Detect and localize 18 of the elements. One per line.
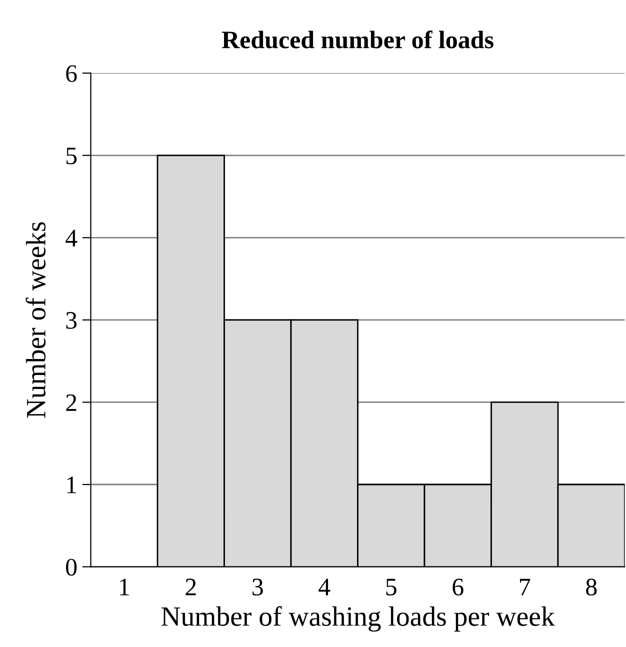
x-tick-label: 2 <box>186 578 196 596</box>
x-tick-label: 1 <box>120 578 129 596</box>
x-tick-label: 5 <box>386 578 396 596</box>
x-tick-label: 3 <box>252 578 263 596</box>
y-tick-label: 4 <box>66 230 78 246</box>
x-axis-title: Number of washing loads per week <box>161 606 555 632</box>
x-tick-label: 7 <box>520 578 530 596</box>
y-axis-title: Number of weeks <box>26 222 46 418</box>
y-tick-label: 5 <box>66 148 77 164</box>
y-tick-label: 1 <box>67 476 76 494</box>
x-tick-label: 4 <box>318 578 330 596</box>
y-tick-label: 0 <box>66 558 77 576</box>
y-tick-label: 3 <box>66 312 77 329</box>
x-tick-label: 8 <box>586 578 597 596</box>
chart-title: Reduced number of loads <box>222 30 494 48</box>
y-tick-label: 6 <box>66 65 77 82</box>
x-tick-label: 6 <box>452 578 464 596</box>
y-tick-label: 2 <box>66 394 76 411</box>
